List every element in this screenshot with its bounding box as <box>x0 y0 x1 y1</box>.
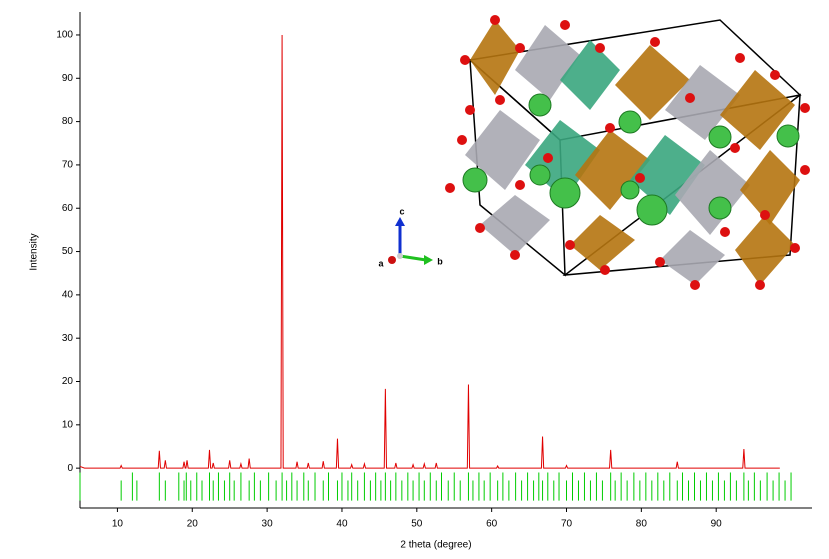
y-tick-label: 20 <box>62 376 74 387</box>
x-tick-label: 20 <box>187 519 199 530</box>
crystal-structure <box>445 15 810 290</box>
x-tick-label: 40 <box>336 519 348 530</box>
axis-b-label: b <box>437 256 443 266</box>
y-tick-label: 30 <box>62 333 74 344</box>
x-axis-label: 2 theta (degree) <box>400 540 471 551</box>
pattern-line <box>79 34 780 469</box>
y-tick-label: 100 <box>56 30 73 41</box>
y-axis-label: Intensity <box>29 233 40 270</box>
axis-a-label: a <box>378 258 384 268</box>
y-tick-label: 90 <box>62 73 74 84</box>
y-tick-label: 60 <box>62 203 74 214</box>
x-tick-label: 80 <box>636 519 648 530</box>
y-tick-label: 10 <box>62 419 74 430</box>
x-tick-label: 30 <box>262 519 274 530</box>
axis-triad: c a b <box>378 206 443 268</box>
x-tick-label: 60 <box>486 519 498 530</box>
x-tick-label: 10 <box>112 519 124 530</box>
y-tick-label: 50 <box>62 246 74 257</box>
axis-c-label: c <box>399 206 404 216</box>
x-tick-label: 90 <box>711 519 723 530</box>
y-tick-label: 0 <box>67 463 73 474</box>
x-tick-label: 50 <box>411 519 423 530</box>
y-tick-label: 70 <box>62 160 74 171</box>
x-tick-label: 70 <box>561 519 573 530</box>
y-tick-label: 40 <box>62 290 74 301</box>
y-tick-label: 80 <box>62 116 74 127</box>
